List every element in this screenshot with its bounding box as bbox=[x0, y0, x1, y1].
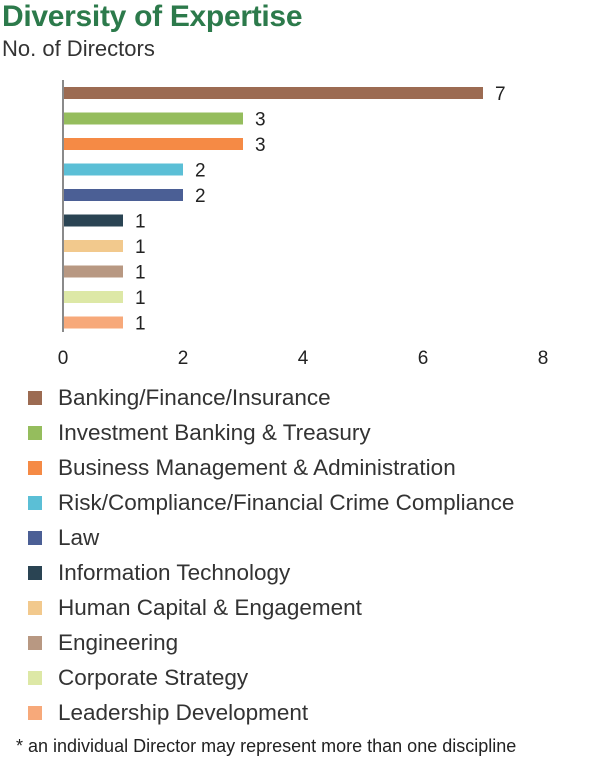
bar-value-label: 1 bbox=[135, 314, 146, 335]
x-tick-label: 0 bbox=[58, 348, 69, 369]
bar-7 bbox=[64, 240, 123, 252]
legend-label: Engineering bbox=[58, 629, 179, 655]
x-tick-label: 2 bbox=[178, 348, 189, 369]
legend-label: Human Capital & Engagement bbox=[58, 594, 362, 620]
legend-item: Leadership Development bbox=[28, 695, 514, 730]
legend-swatch bbox=[28, 600, 42, 615]
x-tick-label: 8 bbox=[538, 348, 549, 369]
legend-swatch bbox=[28, 390, 42, 405]
legend-item: Information Technology bbox=[28, 555, 514, 590]
legend-swatch bbox=[28, 635, 42, 650]
bar-value-label: 1 bbox=[135, 263, 146, 284]
chart-title: Diversity of Expertise bbox=[2, 0, 303, 33]
bar-value-label: 7 bbox=[495, 84, 506, 105]
bar-5 bbox=[64, 189, 183, 201]
chart-subtitle: No. of Directors bbox=[2, 36, 155, 61]
bar-6 bbox=[64, 214, 123, 227]
legend-item: Law bbox=[28, 520, 514, 555]
bar-2 bbox=[64, 112, 243, 125]
bar-value-label: 2 bbox=[195, 186, 206, 207]
chart-legend: Banking/Finance/Insurance Investment Bank… bbox=[28, 380, 514, 730]
bar-value-label: 2 bbox=[195, 161, 206, 182]
legend-item: Engineering bbox=[28, 625, 514, 660]
bar-3 bbox=[64, 138, 243, 150]
legend-item: Business Management & Administration bbox=[28, 450, 514, 485]
bar-value-label: 3 bbox=[255, 110, 266, 131]
bar-value-label: 1 bbox=[135, 212, 146, 233]
legend-swatch bbox=[28, 670, 42, 685]
legend-label: Risk/Compliance/Financial Crime Complian… bbox=[58, 489, 515, 515]
legend-item: Banking/Finance/Insurance bbox=[28, 380, 514, 415]
legend-item: Corporate Strategy bbox=[28, 660, 514, 695]
legend-swatch bbox=[28, 460, 42, 475]
legend-swatch bbox=[28, 495, 42, 510]
bar-4 bbox=[64, 163, 183, 176]
legend-label: Leadership Development bbox=[58, 699, 309, 725]
legend-label: Business Management & Administration bbox=[58, 454, 456, 480]
bar-chart: 7 3 3 2 2 1 1 1 1 1 0 2 4 6 8 bbox=[58, 80, 549, 369]
bar-1 bbox=[64, 87, 483, 99]
footnote: * an individual Director may represent m… bbox=[16, 736, 517, 756]
legend-swatch bbox=[28, 565, 42, 580]
bar-8 bbox=[64, 265, 123, 278]
legend-label: Information Technology bbox=[58, 559, 291, 585]
legend-label: Law bbox=[58, 524, 100, 550]
legend-label: Investment Banking & Treasury bbox=[58, 419, 371, 445]
legend-swatch bbox=[28, 530, 42, 545]
legend-item: Human Capital & Engagement bbox=[28, 590, 514, 625]
legend-item: Risk/Compliance/Financial Crime Complian… bbox=[28, 485, 514, 520]
legend-swatch bbox=[28, 425, 42, 440]
x-tick-label: 4 bbox=[298, 348, 309, 369]
bar-10 bbox=[64, 316, 123, 329]
x-tick-label: 6 bbox=[418, 348, 429, 369]
bar-value-label: 1 bbox=[135, 288, 146, 309]
bar-9 bbox=[64, 291, 123, 303]
bar-value-label: 1 bbox=[135, 237, 146, 258]
legend-item: Investment Banking & Treasury bbox=[28, 415, 514, 450]
legend-swatch bbox=[28, 705, 42, 720]
legend-label: Corporate Strategy bbox=[58, 664, 249, 690]
bar-value-label: 3 bbox=[255, 135, 266, 156]
legend-label: Banking/Finance/Insurance bbox=[58, 384, 331, 410]
